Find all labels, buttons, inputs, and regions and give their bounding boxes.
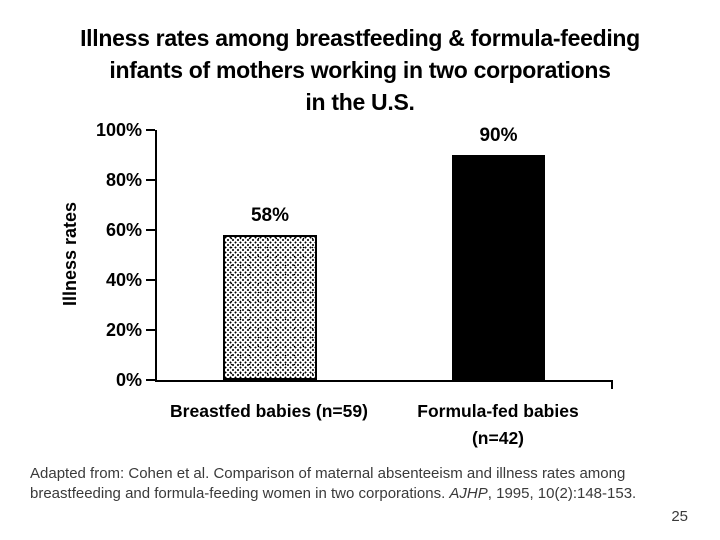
x-category-breastfed-line: Breastfed babies (n=59) (170, 401, 368, 421)
y-tick-label-0: 0% (115, 370, 142, 390)
y-tick-label-20: 20% (105, 320, 142, 340)
y-tick-label-80: 80% (105, 170, 142, 190)
bar-breastfed (223, 235, 317, 380)
chart-title-line-1: Illness rates among breastfeeding & form… (80, 25, 640, 51)
y-tick-label-100: 100% (95, 120, 142, 140)
x-category-formula-fed-line-2: (n=42) (471, 428, 525, 448)
x-axis-end-tick (611, 380, 613, 389)
page-number: 25 (671, 508, 688, 525)
bar-formula-fed (452, 155, 545, 380)
plot-area: 58% 90% (156, 125, 612, 380)
chart-title-line-2: infants of mothers working in two corpor… (109, 57, 611, 83)
x-category-formula-fed-line-1: Formula-fed babies (417, 401, 579, 421)
source-citation: Adapted from: Cohen et al. Comparison of… (30, 464, 702, 504)
citation-reference: , 1995, 10(2):148-153. (487, 485, 637, 502)
x-category-breastfed: Breastfed babies (n=59) (159, 398, 379, 425)
citation-text: breastfeeding and formula-feeding women … (30, 485, 450, 502)
source-citation-line-1: Adapted from: Cohen et al. Comparison of… (30, 465, 626, 482)
y-tick-label-60: 60% (105, 220, 142, 240)
value-label-breastfed: 58% (250, 205, 290, 226)
y-tick-mark (146, 229, 155, 231)
x-category-formula-fed: Formula-fed babies (n=42) (398, 398, 598, 452)
y-tick-mark (146, 379, 155, 381)
value-label-formula-fed: 90% (479, 125, 518, 146)
y-tick-mark (146, 329, 155, 331)
y-axis-line (155, 130, 157, 382)
y-tick-label-40: 40% (105, 270, 142, 290)
y-tick-mark (146, 129, 155, 131)
journal-name: AJHP (449, 485, 488, 502)
x-axis-line (155, 380, 613, 382)
y-tick-mark (146, 279, 155, 281)
y-tick-mark (146, 179, 155, 181)
chart-title: Illness rates among breastfeeding & form… (0, 22, 720, 118)
y-axis-title: Illness rates (60, 201, 80, 307)
chart-title-line-3: in the U.S. (305, 89, 415, 115)
source-citation-line-2: breastfeeding and formula-feeding women … (30, 484, 702, 504)
